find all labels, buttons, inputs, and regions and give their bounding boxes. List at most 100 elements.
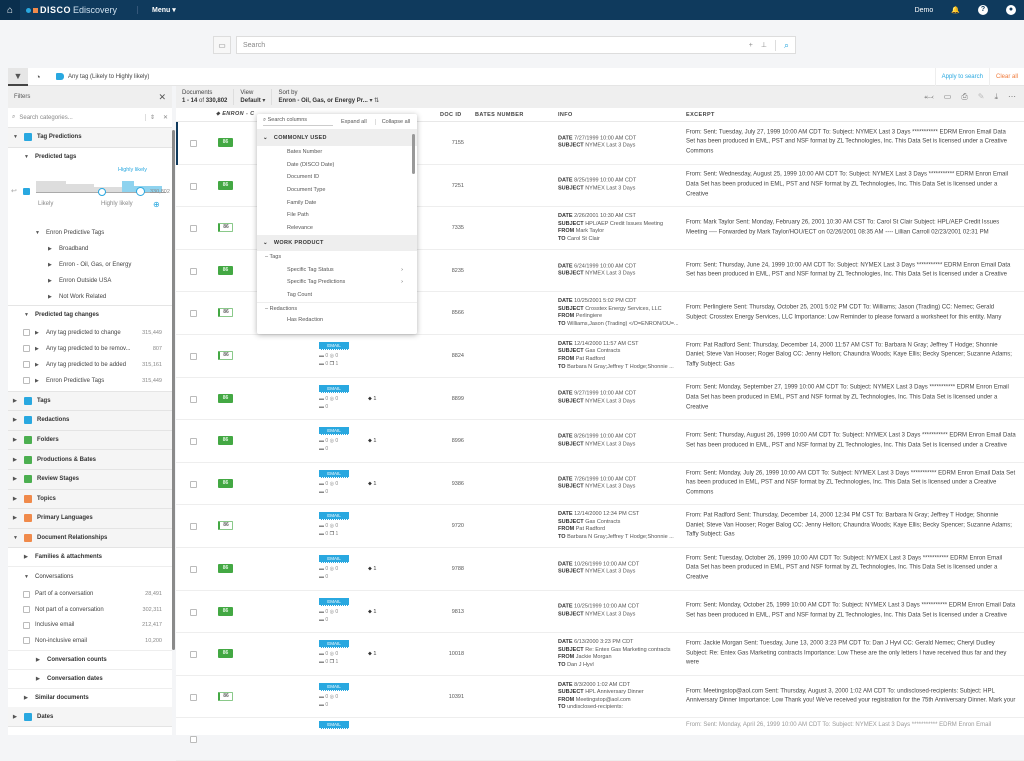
print-icon[interactable]: ⎙ [961,92,968,101]
column-option[interactable]: Family Date [287,199,317,206]
hierarchy-icon[interactable]: ⊥ [760,42,767,49]
tag-change-filter[interactable]: ▶ Any tag predicted to be added 315,161 [8,357,172,373]
menu-button[interactable]: Menu ▾ [137,6,176,14]
row-checkbox[interactable] [190,182,197,190]
row-checkbox[interactable] [190,395,197,403]
column-header-tag[interactable]: ⬥ ENRON - C [216,111,255,117]
predicted-tag-changes-group[interactable]: ▼ Predicted tag changes [24,312,100,319]
checkbox[interactable] [23,590,30,598]
conversation-counts[interactable]: ▶ Conversation counts [8,650,172,669]
column-header-bates[interactable]: BATES NUMBER [475,111,524,118]
row-checkbox[interactable] [190,565,197,573]
prediction-score-badge[interactable]: 86 [218,350,233,360]
expand-all-button[interactable]: Expand all [341,118,367,125]
table-row[interactable]: 86 EMAIL ▬ 0 ◎ 0 ▬ 0 ❐ 1 8824 DATE 12/14/2000… [176,335,1024,378]
row-checkbox[interactable] [190,352,197,360]
slider-low-handle[interactable] [98,187,106,196]
search-input[interactable]: Search + ⊥ ⌕ [236,36,796,54]
row-checkbox[interactable] [190,736,197,744]
collapse-all-button[interactable]: Collapse all [374,118,410,125]
enron-predictive-tags[interactable]: ▼ Enron Predictive Tags [35,229,105,236]
row-checkbox[interactable] [190,651,197,659]
row-checkbox[interactable] [190,225,197,233]
tag-icon[interactable]: ⬷ [924,92,934,101]
tag-change-filter[interactable]: ▶ Any tag predicted to be remov... 807 [8,341,172,357]
category-folders[interactable]: ▶ Folders [8,430,172,451]
prediction-score-badge[interactable]: 86 [218,521,233,531]
category-primary-languages[interactable]: ▶ Primary Languages [8,509,172,529]
folder-button[interactable]: ▭ [213,36,231,54]
prediction-score-badge[interactable]: 86 [218,308,233,318]
prediction-score-badge[interactable]: 86 [218,563,233,573]
row-checkbox[interactable] [190,523,197,531]
logo[interactable]: DISCO Ediscovery [26,5,117,15]
row-checkbox[interactable] [190,310,197,318]
table-row[interactable]: 86 EMAIL ▬ 0 ◎ 0 ▬ 0 ⬥ 1 9788 DATE 10/26/1999 … [176,548,1024,591]
column-option[interactable]: Bates Number [287,149,323,155]
category-topics[interactable]: ▶ Topics [8,489,172,510]
close-icon[interactable]: ✕ [158,91,166,102]
category-document-relationships[interactable]: ▼ Document Relationships [8,528,172,549]
table-row[interactable]: 86 8235 DATE 6/24/1999 10:00 AM CDT SUBJECT… [176,250,1024,293]
table-row[interactable]: 86 7155 DATE 7/27/1999 10:00 AM CDT SUBJECT… [176,122,1024,165]
slider-high-handle[interactable] [136,186,145,196]
undo-icon[interactable]: ↩ [11,187,17,195]
tags-group[interactable]: – Tags [265,253,282,260]
checkbox[interactable] [23,606,30,614]
conversation-filter[interactable]: Non-inclusive email 10,200 [8,633,172,649]
prediction-score-badge[interactable]: 86 [218,691,233,701]
filter-tab-icon[interactable]: ▼ [8,67,28,86]
prediction-score-badge[interactable]: 86 [218,436,233,446]
category-tag-predictions[interactable]: ▼ Tag Predictions [8,128,172,148]
category-dates[interactable]: ▶ Dates [8,707,172,727]
table-row[interactable]: EMAIL From: Sent: Monday, April 26, 1999 … [176,718,1024,761]
column-option[interactable]: Specific Tag Predictions › [257,276,417,289]
table-row[interactable]: 86 EMAIL ▬ 0 ◎ 0 ▬ 0 ⬥ 1 9813 DATE 10/25/1999 … [176,591,1024,634]
families-group[interactable]: ▶ Families & attachments [8,548,172,568]
apply-to-search-link[interactable]: Apply to search [934,67,989,86]
table-row[interactable]: 86 EMAIL ▬ 0 ◎ 0 ▬ 0 ❐ 1 ⬥ 1 10018 DATE 6/13/2… [176,633,1024,676]
conversation-filter[interactable]: Not part of a conversation 302,311 [8,602,172,618]
table-row[interactable]: 86 EMAIL ▬ 0 ◎ 0 ▬ 0 ❐ 1 9720 DATE 12/14/2000… [176,505,1024,548]
sidebar-scrollbar[interactable] [172,130,175,650]
prediction-score-badge[interactable]: 86 [218,606,233,616]
column-option[interactable]: Has Redaction [287,317,324,324]
prediction-score-badge[interactable]: 86 [218,265,233,275]
expand-collapse-icon[interactable]: ⇕ [144,114,159,121]
prediction-slider[interactable]: Highly likely ↩ 330,802 Likely Highly li… [8,167,172,225]
category-search-input[interactable]: ⌕ Search categories... ⇕ ✕ [8,108,172,128]
row-checkbox[interactable] [190,140,197,147]
table-row[interactable]: 86 EMAIL ▬ 0 ◎ 0 ▬ 0 ⬥ 1 8996 DATE 8/26/1999 1… [176,420,1024,463]
redact-icon[interactable]: ✎ [977,92,985,101]
search-icon[interactable]: ⌕ [774,39,789,51]
checkbox[interactable] [23,637,30,645]
category-tags[interactable]: ▶ Tags [8,391,172,412]
home-icon[interactable]: ⌂ [0,0,20,20]
conversation-dates[interactable]: ▶ Conversation dates [8,669,172,688]
search-columns-input[interactable]: ⌕ Search columns [263,117,333,126]
help-icon[interactable]: ? [978,5,988,15]
table-row[interactable]: 86 EMAIL ▬ 0 ◎ 0 ▬ 0 ⬥ 1 8899 DATE 9/27/1999 1… [176,378,1024,421]
commonly-used-section[interactable]: ⌄ COMMONLY USED [257,130,417,146]
row-checkbox[interactable] [190,693,197,701]
checkbox[interactable] [23,329,30,337]
bell-icon[interactable]: 🔔 [951,7,960,14]
category-productions-bates[interactable]: ▶ Productions & Bates [8,450,172,470]
row-checkbox[interactable] [190,438,197,446]
clear-icon[interactable]: ✕ [162,115,168,121]
row-checkbox[interactable] [190,267,197,275]
column-option[interactable]: Document Type [287,187,326,194]
predicted-tags-group[interactable]: ▼ Predicted tags [24,154,77,161]
prediction-score-badge[interactable]: 86 [218,393,233,403]
download-icon[interactable]: ⤓ [994,92,998,101]
prediction-score-badge[interactable]: 86 [218,649,233,659]
table-row[interactable]: 86 EMAIL ▬ 0 ◎ 0 ▬ 0 10391 DATE 8/3/2000 1:02… [176,676,1024,719]
predictive-tag-item[interactable]: ▶ Not Work Related [48,293,107,300]
predictive-tag-item[interactable]: ▶ Enron - Oil, Gas, or Energy [48,261,132,268]
column-option[interactable]: Tag Count [287,291,313,298]
table-row[interactable]: 86 7251 DATE 8/25/1999 10:00 AM CDT SUBJECT… [176,165,1024,208]
category-review-stages[interactable]: ▶ Review Stages [8,469,172,490]
prediction-score-badge[interactable]: 86 [218,138,233,147]
folder-icon[interactable]: ▭ [943,92,952,101]
column-option[interactable]: Date (DISCO Date) [287,161,335,168]
